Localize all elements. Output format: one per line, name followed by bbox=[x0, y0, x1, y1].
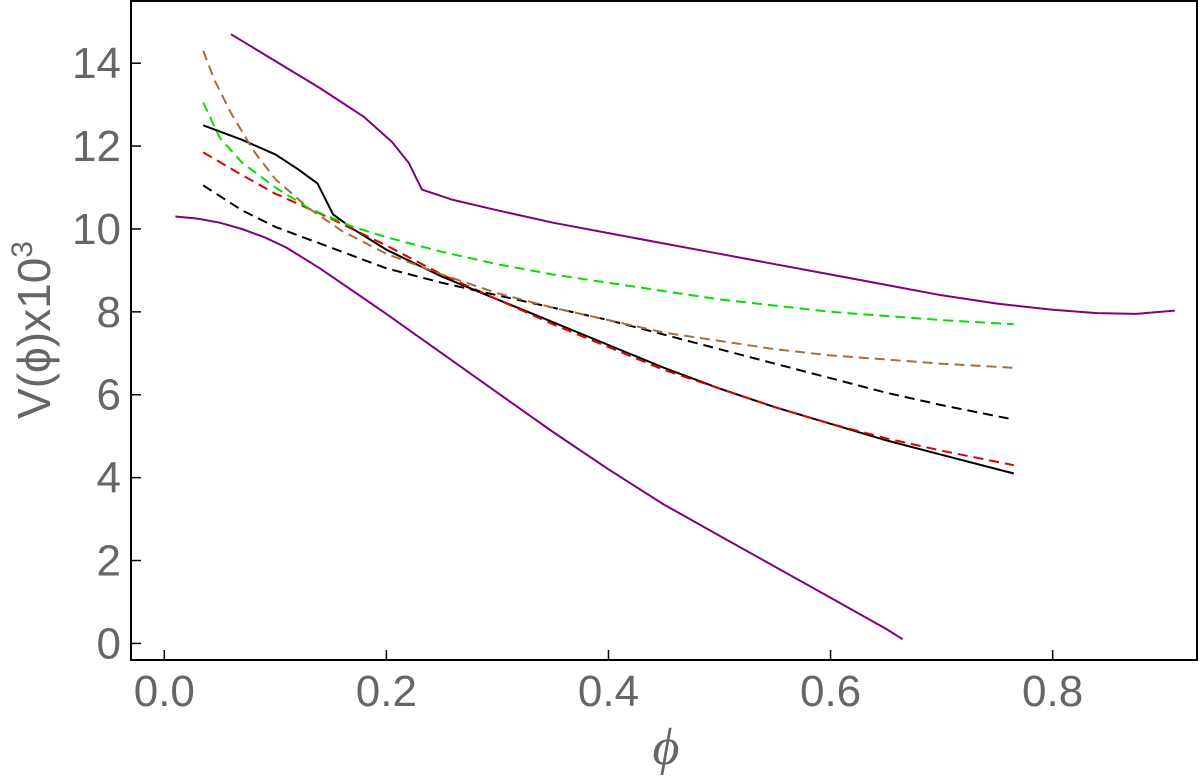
series-line-4 bbox=[202, 151, 1014, 467]
x-tick-label: 0.8 bbox=[1022, 667, 1083, 716]
series-group bbox=[175, 33, 1175, 641]
series-line-7 bbox=[202, 50, 1014, 369]
plot-frame bbox=[130, 0, 1198, 661]
y-axis-title-superscript: 3 bbox=[6, 241, 39, 258]
y-tick-label: 12 bbox=[72, 122, 121, 171]
y-tick-label: 0 bbox=[97, 619, 121, 668]
series-line-1 bbox=[230, 33, 1175, 315]
x-tick-label: 0.0 bbox=[134, 667, 195, 716]
x-axis-ticks: 0.0 0.2 0.4 0.6 0.8 bbox=[134, 650, 1083, 716]
x-tick-label: 0.6 bbox=[800, 667, 861, 716]
x-tick-label: 0.2 bbox=[356, 667, 417, 716]
series-line-5 bbox=[202, 184, 1014, 421]
series-line-3 bbox=[202, 124, 1015, 475]
y-axis-title-group: V(ϕ)x103 bbox=[6, 241, 60, 419]
svg-text:V(ϕ)x103: V(ϕ)x103 bbox=[6, 241, 60, 419]
x-axis-title: ϕ bbox=[653, 719, 680, 776]
y-axis-title: V(ϕ)x10 bbox=[8, 258, 60, 419]
y-tick-label: 14 bbox=[72, 39, 121, 88]
series-line-2 bbox=[175, 215, 904, 641]
y-tick-label: 4 bbox=[97, 454, 121, 503]
x-tick-label: 0.4 bbox=[578, 667, 639, 716]
y-tick-label: 2 bbox=[97, 537, 121, 586]
y-tick-label: 6 bbox=[97, 371, 121, 420]
y-tick-label: 8 bbox=[97, 288, 121, 337]
y-axis-ticks: 0 2 4 6 8 10 12 14 bbox=[72, 39, 141, 668]
y-tick-label: 10 bbox=[72, 205, 121, 254]
series-line-6 bbox=[202, 102, 1014, 326]
